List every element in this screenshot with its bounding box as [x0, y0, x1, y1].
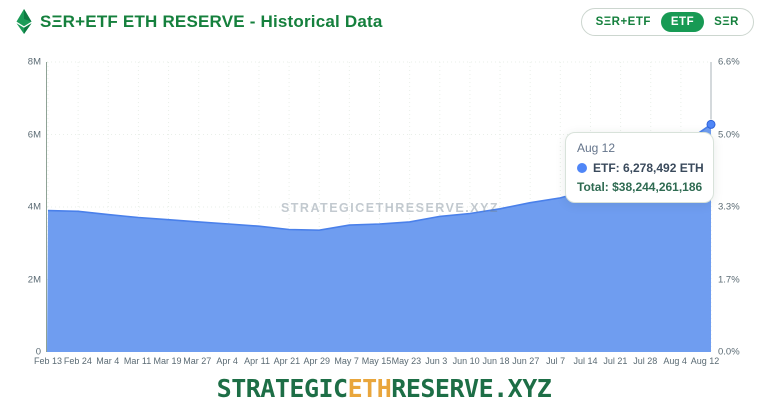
brand: SΞR+ETF ETH RESERVE - Historical Data [16, 9, 383, 34]
x-tick: May 7 [334, 356, 359, 366]
chart-area[interactable]: 0 2M 4M 6M 8M 0.0% 1.7% 3.3% 5.0% 6.6% Feb 13 Feb… [0, 46, 768, 372]
area-fill [47, 124, 711, 353]
x-tick: Jun 27 [512, 356, 540, 366]
toggle-etf[interactable]: ETF [660, 12, 705, 32]
tooltip: Aug 12 ETF: 6,278,492 ETH Total: $38,244… [565, 132, 714, 203]
x-tick: Mar 19 [153, 356, 182, 366]
x-tick: May 23 [391, 356, 422, 366]
x-tick: Apr 11 [244, 356, 270, 366]
view-toggle: SΞR+ETF ETF SΞR [580, 8, 754, 36]
footer-strategic: STRATEGIC [216, 374, 348, 403]
tooltip-value: ETF: 6,278,492 ETH [593, 161, 704, 175]
x-tick: Feb 24 [63, 356, 92, 366]
y-tick-left: 4M [27, 201, 41, 213]
x-tick: Apr 29 [303, 356, 331, 366]
toggle-ser[interactable]: SΞR [704, 12, 749, 32]
header: SΞR+ETF ETH RESERVE - Historical Data SΞ… [0, 0, 768, 46]
y-tick-left: 0 [35, 346, 41, 358]
y-tick-right: 6.6% [718, 56, 740, 68]
x-tick: May 15 [361, 356, 392, 366]
x-tick: Mar 4 [96, 356, 120, 366]
x-tick: Jun 3 [425, 356, 448, 366]
tooltip-date: Aug 12 [577, 141, 616, 155]
x-tick: Feb 13 [33, 356, 63, 366]
x-tick: Apr 4 [216, 356, 238, 366]
series-dot-icon [577, 163, 587, 173]
ethereum-icon [16, 9, 32, 34]
x-tick: Jun 10 [452, 356, 480, 366]
x-tick: Aug 12 [690, 356, 720, 366]
x-tick: Apr 21 [273, 356, 301, 366]
x-tick: Aug 4 [663, 356, 687, 366]
toggle-ser-etf[interactable]: SΞR+ETF [586, 12, 661, 32]
x-tick: Jul 7 [546, 356, 566, 366]
x-tick: Mar 11 [123, 356, 152, 366]
page-title: SΞR+ETF ETH RESERVE - Historical Data [40, 11, 383, 31]
x-tick: Jun 18 [482, 356, 510, 366]
x-tick: Jul 28 [633, 356, 658, 366]
y-tick-right: 0.0% [718, 346, 740, 358]
y-tick-left: 2M [27, 274, 41, 285]
x-tick: Jul 21 [603, 356, 628, 366]
x-tick: Mar 27 [183, 356, 212, 366]
y-tick-left: 8M [27, 56, 41, 68]
footer-brand: STRATEGICETHRESERVE.XYZ [0, 374, 768, 403]
footer-eth: ETH [347, 374, 392, 403]
area-chart-plot[interactable] [0, 46, 768, 372]
last-point-marker [706, 119, 716, 129]
tooltip-total: Total: $38,244,261,186 [577, 180, 703, 194]
footer-reserve-xyz: RESERVE.XYZ [391, 374, 552, 403]
x-tick: Jul 14 [573, 356, 598, 366]
y-tick-left: 6M [27, 129, 41, 140]
chart-watermark: STRATEGICETHRESERVE.XYZ [280, 201, 500, 215]
y-tick-right: 1.7% [718, 274, 740, 285]
y-tick-right: 5.0% [718, 129, 740, 140]
y-tick-right: 3.3% [718, 201, 740, 213]
